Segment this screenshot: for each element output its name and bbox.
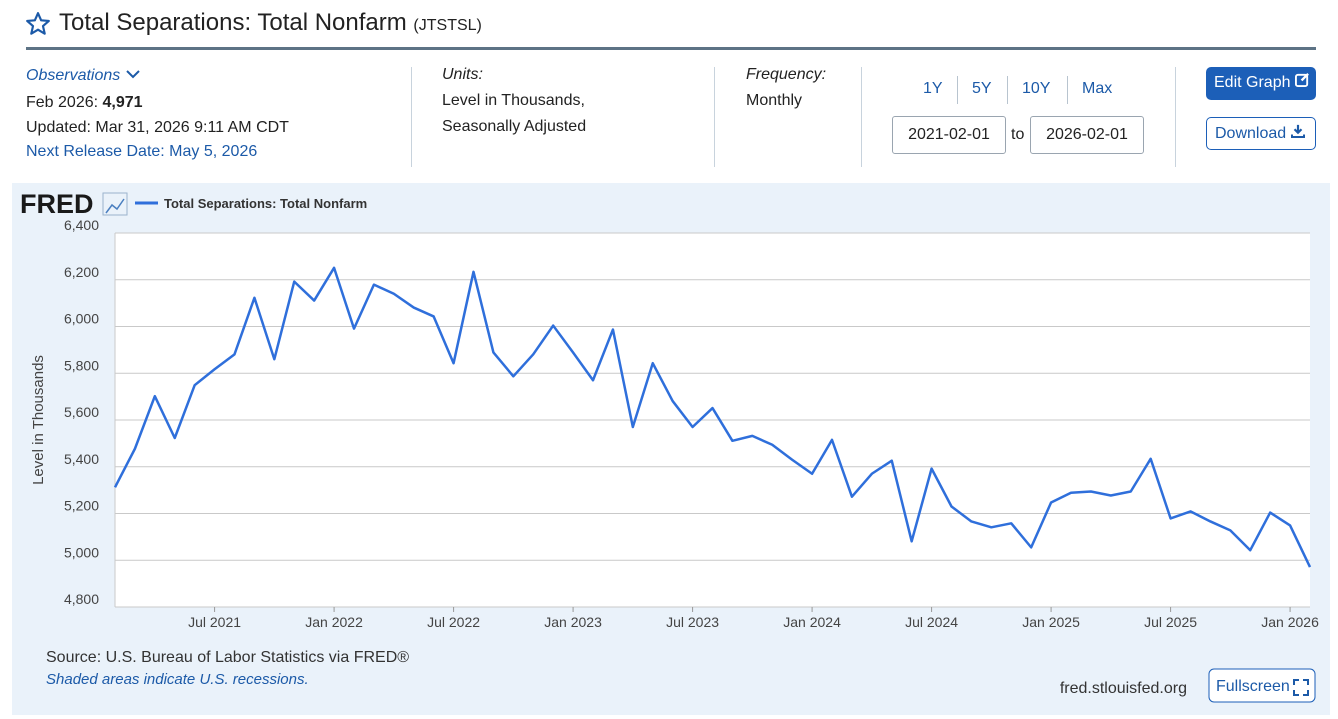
chevron [126,70,140,79]
logo-icon [105,198,125,214]
range-sep [957,76,958,104]
favorite-star[interactable] [25,11,51,37]
source: Source: U.S. Bureau of Labor Statistics … [46,649,409,666]
divider [411,67,412,167]
range-button[interactable]: 10Y [1022,80,1051,97]
divider [714,67,715,167]
range-sep [1067,76,1068,104]
download-label: Download [1215,125,1287,142]
obs-date: Feb 2026: [26,94,99,111]
units-value: Seasonally Adjusted [442,118,587,135]
y-tick-label: 5,400 [64,451,99,467]
series-line [113,266,1312,568]
legend-label: Total Separations: Total Nonfarm [164,196,367,211]
y-tick-label: 6,000 [64,311,99,327]
start-date-input[interactable]: 2021-02-01 [892,116,1006,154]
y-tick-label: 5,200 [64,498,99,514]
units-label: Units: [442,66,483,83]
range-sep [1007,76,1008,104]
y-tick-label: 4,800 [64,591,99,607]
x-tick-label: Jul 2025 [1144,614,1197,630]
y-tick-label: 6,200 [64,264,99,280]
range-to: to [1011,126,1025,143]
y-axis-label: Level in Thousands [30,355,47,485]
logo-icon-frame [102,192,128,216]
edit-label: Edit Graph [1214,74,1291,91]
page-title: Total Separations: Total Nonfarm (JTSTSL… [59,9,482,37]
x-tick-label: Jul 2021 [188,614,241,630]
range-button[interactable]: 5Y [972,80,992,97]
frequency-label: Frequency: [746,66,827,83]
download-icon [1290,124,1305,139]
x-tick-label: Jan 2026 [1261,614,1319,630]
divider [1175,67,1176,167]
edit-icon [1294,73,1309,87]
y-tick-label: 5,000 [64,544,99,560]
x-tick-label: Jan 2024 [783,614,841,630]
divider [861,67,862,167]
fullscreen-icon [1293,679,1309,696]
recession-note: Shaded areas indicate U.S. recessions. [46,671,309,688]
x-tick-label: Jan 2025 [1022,614,1080,630]
next-release[interactable]: Next Release Date: May 5, 2026 [26,143,258,160]
x-tick-label: Jan 2022 [305,614,363,630]
edit-graph-button[interactable]: Edit Graph [1206,67,1316,100]
x-tick-label: Jul 2023 [666,614,719,630]
units-value: Level in Thousands, [442,92,585,109]
updated: Updated: Mar 31, 2026 9:11 AM CDT [26,119,289,136]
observations-toggle[interactable]: Observations [26,67,141,85]
chart: FRED Total Separations: Total Nonfarm Le… [12,183,1330,715]
x-tick-label: Jul 2022 [427,614,480,630]
series-id: (JTSTSL) [413,17,482,34]
range-button[interactable]: Max [1082,80,1113,97]
y-tick-label: 6,400 [64,217,99,233]
latest-observation: Feb 2026: 4,971 [26,94,143,112]
fullscreen-button[interactable] [1208,668,1316,703]
x-tick-label: Jan 2023 [544,614,602,630]
site-url: fred.stlouisfed.org [1060,680,1187,697]
x-tick-label: Jul 2024 [905,614,958,630]
range-button[interactable]: 1Y [923,80,943,97]
frequency-value: Monthly [746,92,803,109]
end-date-input[interactable]: 2026-02-01 [1030,116,1144,154]
series-title: Total Separations: Total Nonfarm [59,9,407,36]
y-tick-label: 5,800 [64,357,99,373]
observations-label: Observations [26,67,121,84]
obs-value: 4,971 [102,94,143,111]
header-rule [26,47,1316,50]
fred-logo: FRED [20,189,94,219]
fullscreen-label[interactable]: Fullscreen [1216,678,1290,695]
y-tick-label: 5,600 [64,404,99,420]
download-button[interactable]: Download [1206,117,1316,150]
